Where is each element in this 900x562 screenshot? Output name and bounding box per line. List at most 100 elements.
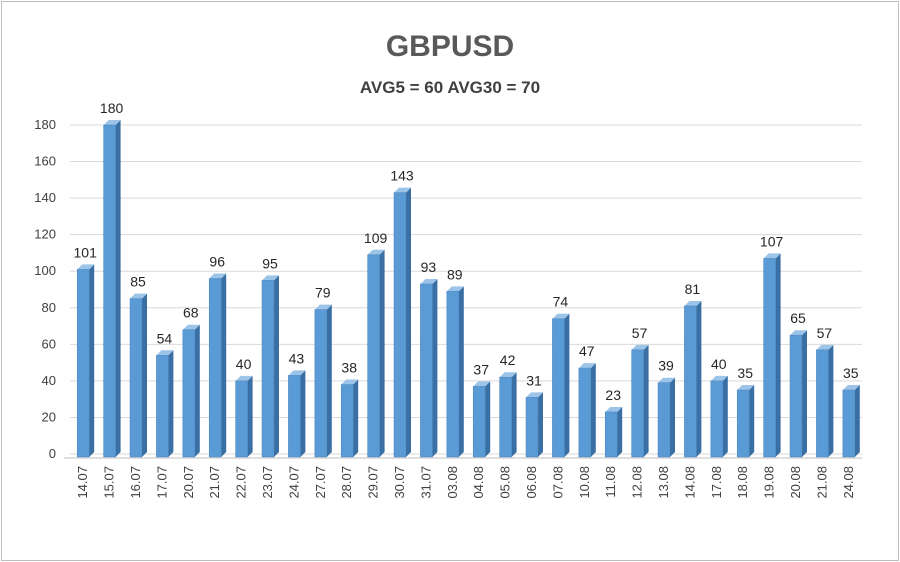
bar bbox=[156, 355, 169, 458]
bar-top bbox=[684, 300, 702, 306]
bar-top bbox=[473, 381, 491, 387]
bar-side bbox=[379, 249, 385, 457]
y-tick-label: 100 bbox=[34, 263, 56, 278]
data-label: 31 bbox=[526, 372, 542, 388]
y-tick-label: 180 bbox=[34, 117, 56, 132]
x-tick-label: 10.08 bbox=[577, 466, 592, 499]
bar-side bbox=[564, 313, 570, 457]
x-tick-label: 24.08 bbox=[841, 466, 856, 499]
bar-top bbox=[130, 293, 147, 299]
data-label: 23 bbox=[605, 387, 621, 403]
x-tick-label: 27.07 bbox=[313, 466, 328, 499]
bar bbox=[736, 389, 750, 458]
bar-top bbox=[288, 370, 306, 376]
x-tick-label: 20.08 bbox=[788, 466, 803, 499]
data-label: 57 bbox=[817, 325, 833, 341]
bar bbox=[340, 384, 354, 458]
bar bbox=[261, 280, 275, 458]
bar-side bbox=[538, 392, 543, 457]
data-label: 89 bbox=[447, 266, 463, 282]
x-tick-label: 19.08 bbox=[762, 466, 777, 499]
bar bbox=[816, 349, 829, 458]
x-tick-label: 14.07 bbox=[75, 466, 90, 499]
y-tick-label: 160 bbox=[34, 154, 56, 169]
bar-side bbox=[89, 264, 95, 457]
x-tick-label: 24.07 bbox=[286, 466, 301, 499]
bar bbox=[710, 380, 724, 458]
data-label: 107 bbox=[760, 233, 784, 249]
bar bbox=[103, 124, 116, 458]
bar-side bbox=[326, 304, 332, 457]
bar-top bbox=[605, 406, 623, 412]
bar-side bbox=[247, 375, 253, 457]
bar-side bbox=[115, 120, 121, 457]
bar-top bbox=[710, 375, 728, 381]
x-tick-label: 29.07 bbox=[366, 466, 381, 499]
data-label: 40 bbox=[711, 356, 727, 372]
data-label: 54 bbox=[157, 330, 173, 346]
data-label: 95 bbox=[262, 255, 278, 271]
data-label: 42 bbox=[500, 352, 516, 368]
bar bbox=[842, 389, 856, 458]
bar-top bbox=[314, 304, 332, 310]
y-tick-label: 60 bbox=[42, 336, 56, 351]
bar-top bbox=[394, 187, 411, 193]
data-label: 93 bbox=[421, 259, 437, 275]
bar-top bbox=[790, 330, 807, 336]
bar bbox=[499, 376, 512, 458]
bar-top bbox=[842, 385, 860, 391]
x-tick-label: 30.07 bbox=[392, 466, 407, 499]
x-tick-label: 15.07 bbox=[102, 466, 117, 499]
bar bbox=[76, 269, 90, 458]
bar-side bbox=[353, 379, 359, 457]
bar bbox=[446, 291, 460, 458]
bar-side bbox=[221, 273, 227, 457]
y-tick-label: 80 bbox=[42, 300, 56, 315]
bar-side bbox=[406, 187, 411, 457]
bar bbox=[235, 380, 248, 458]
x-tick-label: 18.08 bbox=[735, 466, 750, 499]
bar bbox=[367, 254, 380, 458]
bar-top bbox=[103, 120, 121, 125]
data-label: 79 bbox=[315, 285, 331, 301]
bar-side bbox=[511, 372, 517, 457]
bar bbox=[657, 382, 671, 458]
data-label: 35 bbox=[843, 365, 859, 381]
bar bbox=[314, 309, 328, 458]
bar bbox=[472, 386, 486, 458]
data-label: 35 bbox=[737, 365, 753, 381]
x-tick-label: 03.08 bbox=[445, 466, 460, 499]
data-label: 65 bbox=[790, 310, 806, 326]
bar bbox=[525, 397, 539, 458]
bar-side bbox=[749, 385, 755, 457]
data-label: 40 bbox=[236, 356, 252, 372]
bar-side bbox=[168, 350, 174, 457]
x-tick-label: 06.08 bbox=[524, 466, 539, 499]
x-tick-label: 04.08 bbox=[471, 466, 486, 499]
bar bbox=[763, 258, 776, 458]
bar-side bbox=[590, 363, 596, 457]
x-tick-label: 23.07 bbox=[260, 466, 275, 499]
bar-side bbox=[194, 324, 200, 457]
x-tick-label: 21.07 bbox=[207, 466, 222, 499]
x-tick-label: 17.07 bbox=[154, 466, 169, 499]
bar bbox=[129, 298, 143, 458]
bar bbox=[420, 283, 433, 458]
bar-side bbox=[485, 381, 491, 457]
data-label: 39 bbox=[658, 358, 674, 374]
bar-top bbox=[367, 249, 385, 255]
data-label: 180 bbox=[100, 100, 124, 116]
bar-side bbox=[802, 330, 807, 457]
bar-side bbox=[142, 293, 147, 457]
bar bbox=[789, 334, 803, 458]
bar-top bbox=[578, 363, 596, 369]
x-tick-label: 07.08 bbox=[550, 466, 565, 499]
chart-subtitle: AVG5 = 60 AVG30 = 70 bbox=[359, 78, 541, 97]
x-tick-label: 20.07 bbox=[181, 466, 196, 499]
x-tick-label: 31.07 bbox=[418, 466, 433, 499]
y-tick-label: 120 bbox=[34, 227, 56, 242]
x-tick-label: 05.08 bbox=[498, 466, 513, 499]
bar-top bbox=[341, 379, 359, 385]
bar bbox=[393, 192, 407, 458]
